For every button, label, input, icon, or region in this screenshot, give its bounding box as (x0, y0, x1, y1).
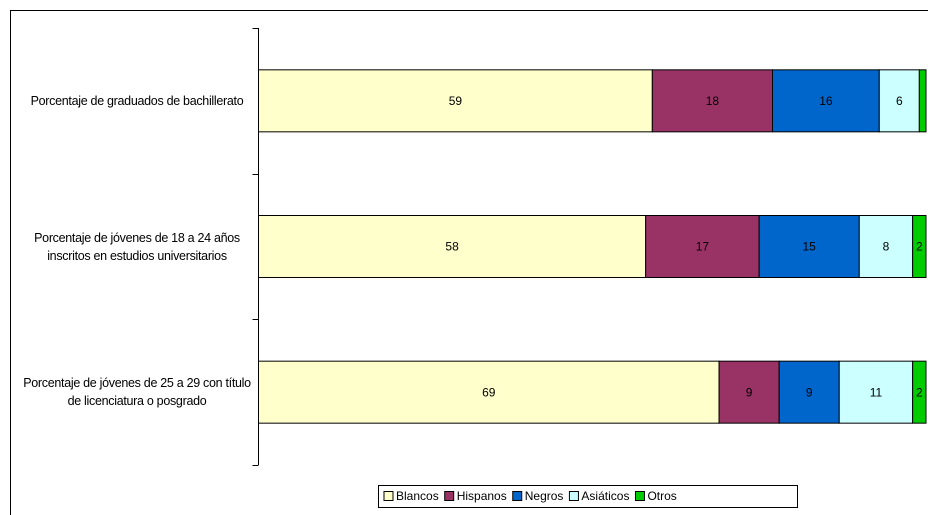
data-label: 6 (896, 94, 903, 108)
data-label: 16 (819, 94, 833, 108)
bar-segment (918, 69, 927, 133)
data-label: 15 (803, 240, 817, 254)
data-label: 18 (706, 94, 720, 108)
legend-label: Hispanos (457, 489, 507, 503)
data-label: 11 (870, 385, 883, 399)
bar-segment (258, 215, 647, 278)
bar-segment (645, 215, 760, 278)
bar-segment (858, 215, 914, 278)
legend-swatch (568, 491, 579, 501)
bar-segment (838, 360, 914, 424)
data-label: 9 (746, 385, 753, 399)
category-label: Porcentaje de jóvenes de 18 a 24 años in… (34, 230, 240, 263)
bar-segment (758, 215, 860, 278)
bar-segment (912, 215, 927, 278)
legend-label: Otros (647, 489, 676, 503)
legend-label: Negros (525, 489, 564, 503)
legend-swatch (444, 491, 455, 501)
data-label: 9 (806, 385, 813, 399)
legend-box (378, 485, 798, 508)
bar-segment (258, 69, 653, 133)
bar-segment (912, 360, 927, 424)
legend-label: Blancos (396, 489, 439, 503)
bar-segment (258, 360, 720, 424)
bar-segment (718, 360, 780, 424)
legend-swatch (512, 491, 523, 501)
data-label: 69 (482, 385, 496, 399)
data-label: 58 (445, 240, 459, 254)
category-label: Porcentaje de graduados de bachillerato (30, 93, 244, 108)
data-label: 8 (883, 240, 890, 254)
legend-swatch (383, 491, 394, 501)
bar-segment (878, 69, 920, 133)
chart-border (10, 10, 928, 515)
bar-segment (651, 69, 773, 133)
bar-segment (771, 69, 880, 133)
legend-label: Asiáticos (581, 489, 629, 503)
data-label: 2 (916, 385, 923, 399)
category-label: Porcentaje de jóvenes de 25 a 29 con tít… (23, 376, 251, 409)
data-label: 2 (916, 240, 923, 254)
data-label: 59 (449, 94, 463, 108)
legend-swatch (634, 491, 645, 501)
data-label: 17 (696, 240, 710, 254)
